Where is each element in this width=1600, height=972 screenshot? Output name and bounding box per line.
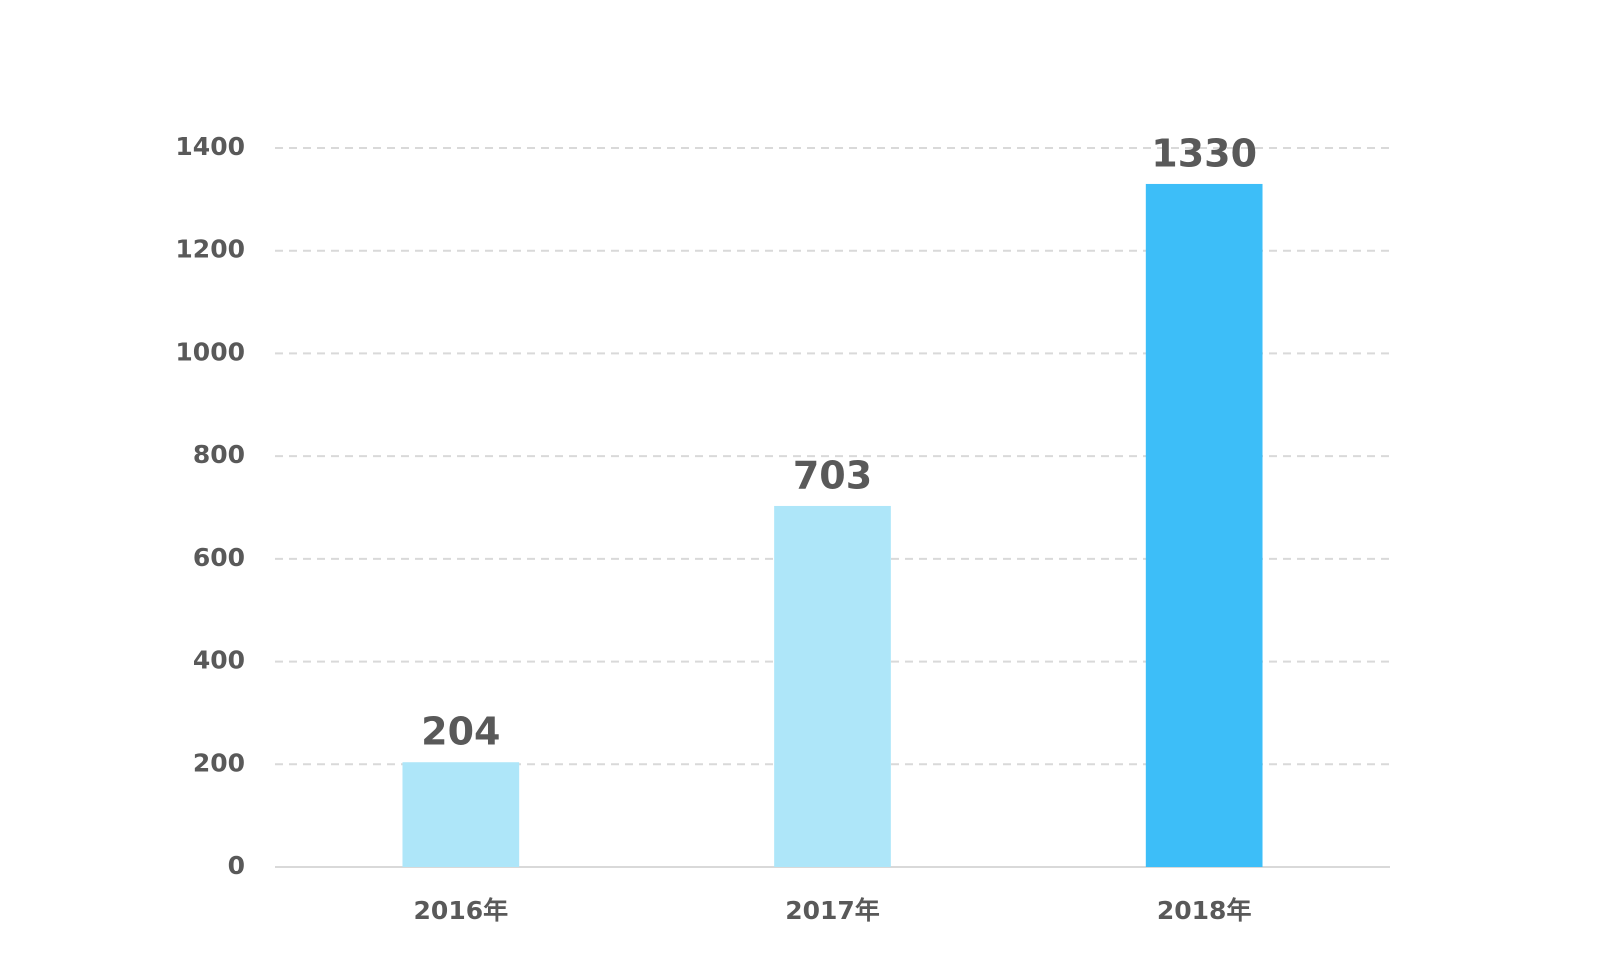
data-label: 1330 [1151, 131, 1257, 175]
x-tick-label: 2018年 [1157, 896, 1252, 925]
bar [774, 505, 891, 867]
x-tick-label: 2016年 [414, 896, 509, 925]
y-tick-label: 1200 [175, 235, 245, 264]
y-tick-label: 200 [193, 748, 245, 777]
y-tick-label: 600 [193, 543, 245, 572]
data-label: 703 [793, 453, 872, 497]
y-tick-label: 1400 [175, 132, 245, 161]
y-tick-label: 800 [193, 440, 245, 469]
y-tick-label: 0 [228, 851, 245, 880]
x-tick-label: 2017年 [785, 896, 880, 925]
data-label: 204 [421, 710, 500, 754]
y-tick-label: 400 [193, 646, 245, 675]
y-tick-label: 1000 [175, 337, 245, 366]
bar [1145, 183, 1263, 867]
bar [402, 762, 520, 867]
